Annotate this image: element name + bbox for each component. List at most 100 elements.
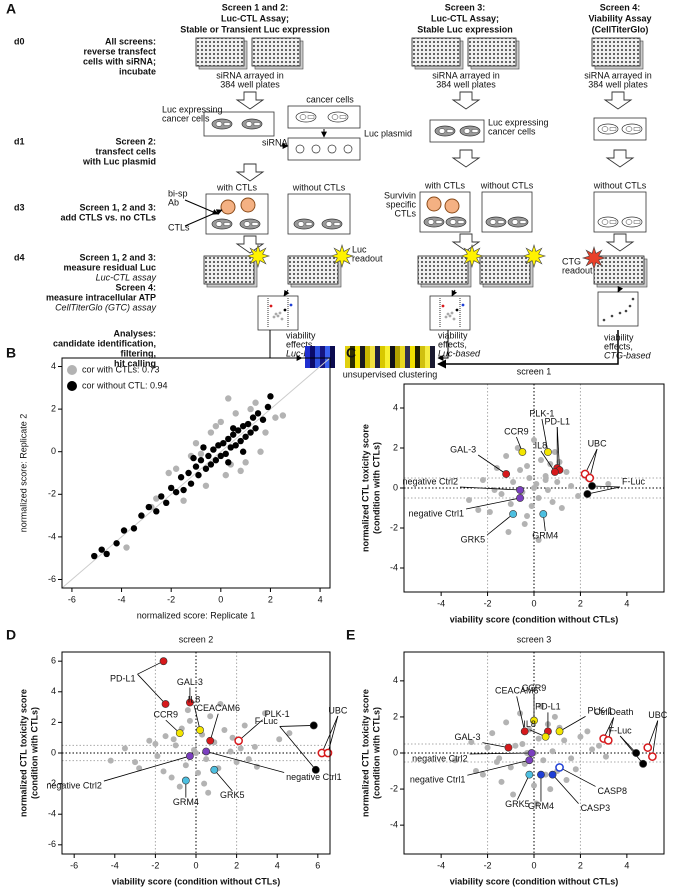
day-label: d0 (14, 36, 25, 46)
cell-label: cancer cells (488, 126, 536, 136)
annotation-label: PD-L1 (535, 702, 561, 712)
point (202, 482, 210, 489)
heatmap-cell (325, 346, 330, 368)
point (222, 471, 229, 479)
x-tick-label: -6 (70, 860, 78, 870)
annotation-label: IL8 (535, 440, 548, 450)
viability-label: effects, (286, 339, 315, 349)
nucleus (625, 219, 633, 225)
point (584, 728, 591, 735)
y-tick-label: -6 (48, 574, 56, 584)
point (242, 459, 249, 466)
mini-dot (276, 314, 280, 318)
point (257, 448, 264, 455)
annotation-label: UBC (648, 710, 668, 720)
point (167, 484, 175, 492)
point (537, 457, 544, 463)
cell-label: Luc expressing (488, 117, 549, 127)
leader-line (619, 735, 644, 765)
luc (609, 127, 617, 131)
legend-label: cor without CTL: 0.94 (82, 380, 168, 390)
point (540, 757, 547, 764)
process-arrow (235, 163, 265, 182)
point (195, 769, 202, 776)
column-header: Stable or Transient Luc expression (180, 24, 330, 34)
row-label: Screen 4: (115, 282, 156, 292)
point (259, 416, 267, 423)
plate-caption: 384 well plates (436, 79, 496, 89)
point (507, 501, 514, 507)
heatmap-cell (405, 346, 410, 368)
heatmap-cell (415, 346, 420, 368)
highlight-point (588, 482, 596, 490)
annotation-label: CEACAM6 (495, 686, 539, 696)
y-tick-label: -2 (390, 522, 398, 532)
highlight-point (548, 770, 557, 779)
nucleus (438, 128, 446, 134)
leader-line (559, 767, 596, 787)
cell-label: Ab (168, 197, 179, 207)
highlight-point (527, 749, 536, 757)
highlight-point (648, 752, 657, 761)
point (505, 529, 512, 535)
luc (223, 122, 231, 126)
point (212, 457, 220, 464)
arrow (437, 330, 449, 361)
heatmap-cell (345, 346, 350, 368)
panel-label: E (346, 627, 355, 643)
plot-frame (403, 651, 665, 855)
point (217, 452, 225, 460)
x-tick-label: 6 (315, 860, 320, 870)
point (252, 425, 259, 432)
highlight-point (175, 729, 184, 738)
process-arrow (235, 91, 265, 110)
point (589, 746, 596, 753)
annotation-label: UBC (328, 705, 348, 715)
chart-title: screen 1 (517, 366, 552, 376)
plate (479, 255, 531, 285)
point (602, 753, 609, 760)
leader-line (556, 426, 560, 471)
point (549, 499, 556, 505)
cell-label: Luc plasmid (364, 128, 412, 138)
point (207, 429, 215, 436)
point (526, 475, 533, 481)
row-label: candidate identification, (53, 338, 156, 348)
leader-line (541, 418, 549, 453)
plate (251, 37, 301, 67)
cell-label: CTLs (168, 222, 190, 232)
x-tick-label: 4 (318, 594, 323, 604)
plate (195, 37, 245, 67)
row-label: Analyses: (113, 328, 156, 338)
y-axis-label: normalized score: Replicate 2 (18, 414, 28, 533)
annotation-label: F-Luc (255, 716, 279, 726)
point (190, 454, 197, 462)
cell-label: cancer cells (306, 94, 354, 104)
heatmap-cell (380, 346, 385, 368)
x-tick-label: 0 (531, 598, 536, 608)
point (203, 756, 210, 763)
column-header: Screen 3: (445, 2, 486, 12)
mini-dot (269, 304, 273, 308)
annotation-label: PLK-1 (529, 408, 554, 418)
point (551, 713, 558, 720)
highlight-point (525, 770, 534, 779)
process-arrow (451, 91, 481, 110)
nucleus (215, 121, 223, 127)
readout-star (329, 243, 355, 269)
point (172, 465, 180, 472)
highlight-point (639, 759, 648, 768)
row-label: reverse transfect (83, 46, 156, 56)
highlight-point (181, 776, 190, 785)
point (170, 736, 177, 743)
luc (251, 222, 259, 226)
plasmid (295, 144, 305, 154)
leader-line (552, 774, 579, 804)
leader-line (137, 660, 164, 675)
nucleus (215, 221, 223, 227)
highlight-point (186, 698, 194, 707)
nucleus (625, 126, 633, 132)
x-tick-label: 4 (624, 598, 629, 608)
point (232, 442, 239, 449)
mini-dot (446, 312, 450, 316)
